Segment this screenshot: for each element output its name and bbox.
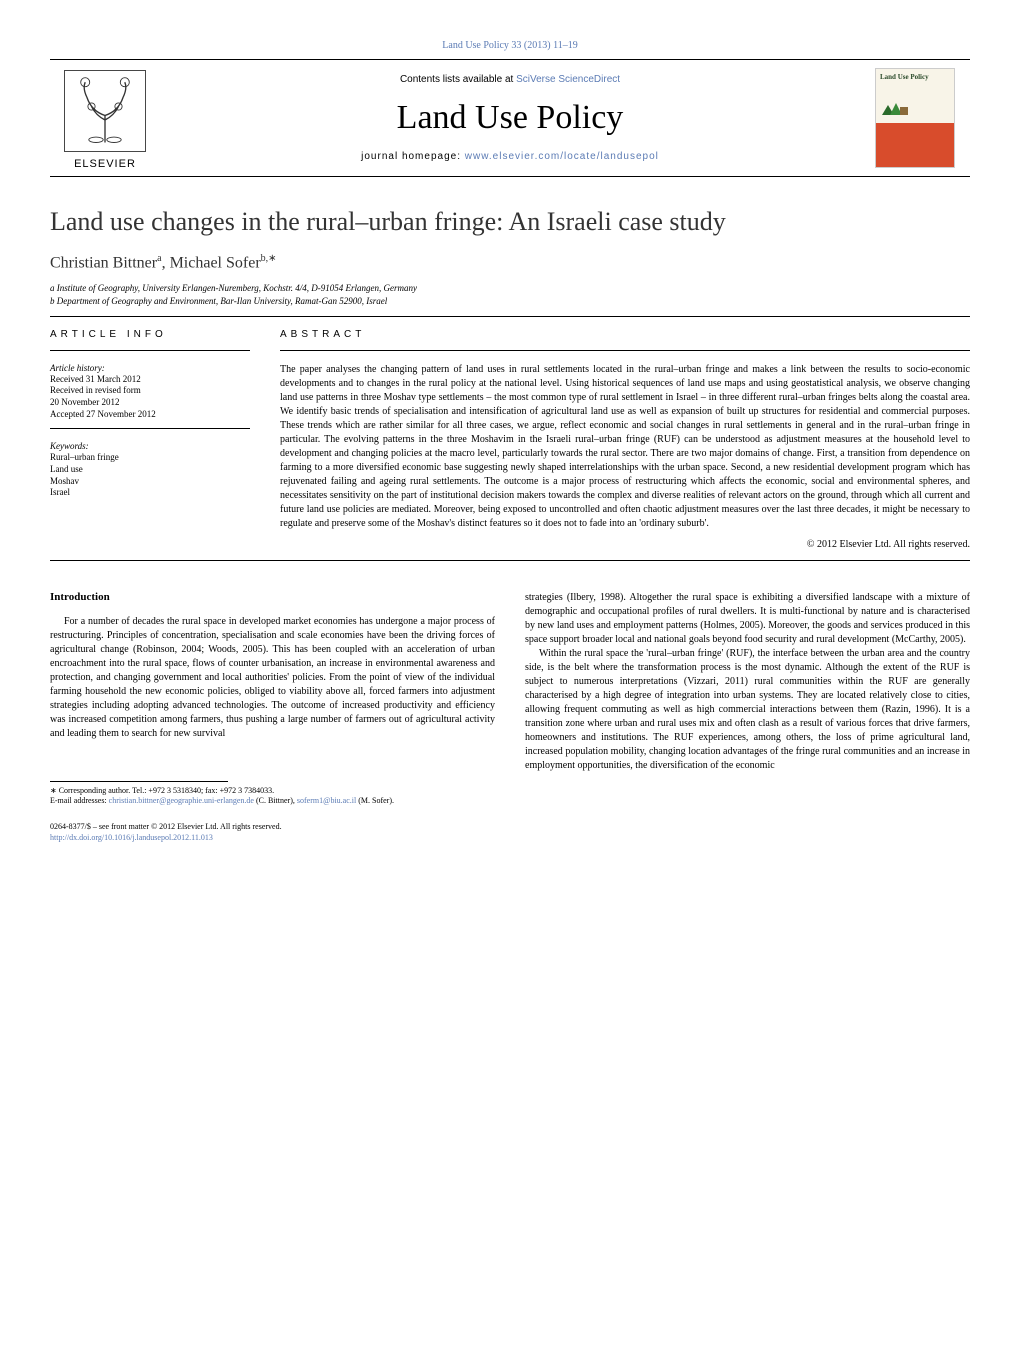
- elsevier-tree-icon: [60, 66, 150, 156]
- journal-homepage-line: journal homepage: www.elsevier.com/locat…: [160, 151, 860, 162]
- affiliation-a: a Institute of Geography, University Erl…: [50, 282, 970, 295]
- divider: [50, 316, 970, 317]
- history-revised-1: Received in revised form: [50, 385, 250, 397]
- publisher-logo-block: ELSEVIER: [50, 60, 160, 176]
- divider: [50, 350, 250, 351]
- abstract-copyright: © 2012 Elsevier Ltd. All rights reserved…: [280, 539, 970, 550]
- col2-paragraph-2: Within the rural space the 'rural–urban …: [525, 647, 970, 773]
- intro-paragraph-1: For a number of decades the rural space …: [50, 615, 495, 741]
- contents-lists-line: Contents lists available at SciVerse Sci…: [160, 74, 860, 85]
- col2-paragraph-1: strategies (Ilbery, 1998). Altogether th…: [525, 591, 970, 647]
- abstract-column: ABSTRACT The paper analyses the changing…: [280, 329, 970, 550]
- author-2: Michael Sofer: [170, 254, 261, 271]
- contents-prefix: Contents lists available at: [400, 74, 516, 85]
- email-1-suffix: (C. Bittner),: [254, 796, 297, 805]
- keyword-4: Israel: [50, 487, 250, 499]
- email-link-1[interactable]: christian.bittner@geographie.uni-erlange…: [109, 796, 254, 805]
- publisher-name: ELSEVIER: [74, 158, 136, 170]
- footnote-divider: [50, 781, 228, 782]
- article-title: Land use changes in the rural–urban frin…: [50, 207, 970, 237]
- history-accepted: Accepted 27 November 2012: [50, 409, 250, 421]
- sciencedirect-link[interactable]: SciVerse ScienceDirect: [516, 74, 620, 85]
- keyword-2: Land use: [50, 464, 250, 476]
- issn-line: 0264-8377/$ – see front matter © 2012 El…: [50, 822, 495, 832]
- body-column-right: strategies (Ilbery, 1998). Altogether th…: [525, 591, 970, 844]
- author-2-affil: b,∗: [261, 253, 277, 264]
- footer-meta: 0264-8377/$ – see front matter © 2012 El…: [50, 822, 495, 843]
- affiliations: a Institute of Geography, University Erl…: [50, 282, 970, 307]
- article-info-column: ARTICLE INFO Article history: Received 3…: [50, 329, 250, 550]
- introduction-heading: Introduction: [50, 591, 495, 603]
- keyword-3: Moshav: [50, 476, 250, 488]
- history-received: Received 31 March 2012: [50, 374, 250, 386]
- body-columns: Introduction For a number of decades the…: [50, 591, 970, 844]
- email-footnote: E-mail addresses: christian.bittner@geog…: [50, 796, 495, 806]
- homepage-prefix: journal homepage:: [361, 151, 465, 162]
- article-info-heading: ARTICLE INFO: [50, 329, 250, 340]
- email-label: E-mail addresses:: [50, 796, 109, 805]
- cover-graphic-icon: [880, 97, 910, 122]
- author-1: Christian Bittner: [50, 254, 157, 271]
- journal-cover-icon: Land Use Policy: [875, 68, 955, 168]
- history-label: Article history:: [50, 363, 250, 373]
- homepage-link[interactable]: www.elsevier.com/locate/landusepol: [465, 151, 659, 162]
- cover-thumbnail-block: Land Use Policy: [860, 60, 970, 176]
- author-1-affil: a: [157, 253, 161, 264]
- affiliation-b: b Department of Geography and Environmen…: [50, 295, 970, 308]
- divider: [280, 350, 970, 351]
- meta-section: ARTICLE INFO Article history: Received 3…: [50, 329, 970, 550]
- masthead-center: Contents lists available at SciVerse Sci…: [160, 60, 860, 176]
- keywords-label: Keywords:: [50, 441, 250, 451]
- divider: [50, 428, 250, 429]
- cover-title: Land Use Policy: [880, 73, 929, 81]
- history-revised-2: 20 November 2012: [50, 397, 250, 409]
- journal-reference: Land Use Policy 33 (2013) 11–19: [50, 40, 970, 51]
- doi-link[interactable]: http://dx.doi.org/10.1016/j.landusepol.2…: [50, 833, 213, 842]
- authors-line: Christian Bittnera, Michael Soferb,∗: [50, 253, 970, 272]
- abstract-text: The paper analyses the changing pattern …: [280, 363, 970, 531]
- abstract-heading: ABSTRACT: [280, 329, 970, 340]
- corresponding-author-footnote: ∗ Corresponding author. Tel.: +972 3 531…: [50, 786, 495, 796]
- body-column-left: Introduction For a number of decades the…: [50, 591, 495, 844]
- email-link-2[interactable]: soferm1@biu.ac.il: [297, 796, 356, 805]
- journal-title: Land Use Policy: [160, 99, 860, 137]
- divider: [50, 560, 970, 561]
- email-2-suffix: (M. Sofer).: [356, 796, 394, 805]
- masthead: ELSEVIER Contents lists available at Sci…: [50, 59, 970, 177]
- keyword-1: Rural–urban fringe: [50, 452, 250, 464]
